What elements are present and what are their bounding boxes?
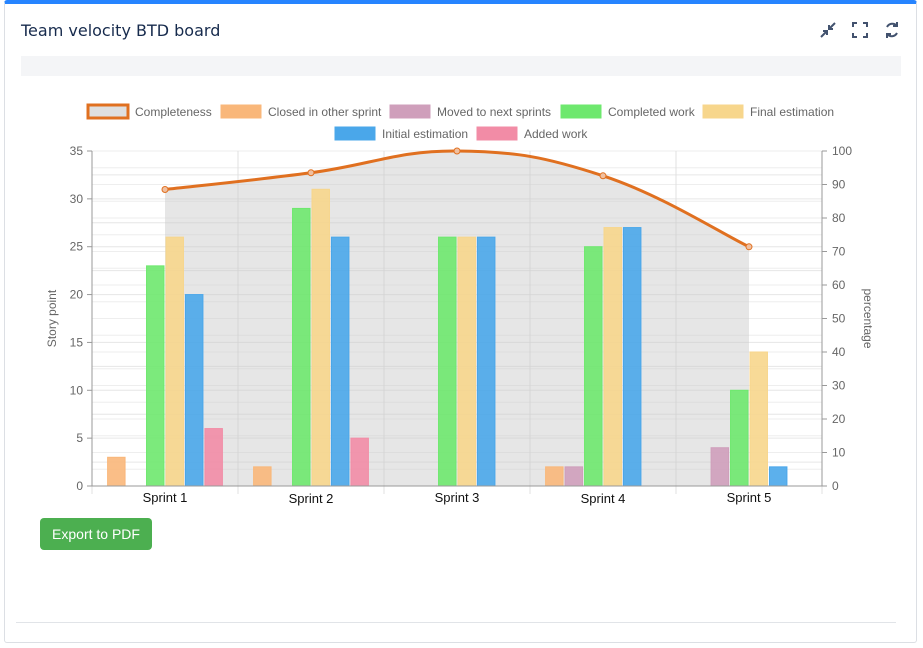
y-tick-label: 20	[70, 288, 84, 302]
y-axis-title: Story point	[45, 289, 59, 347]
y2-tick-label: 0	[832, 479, 839, 493]
completeness-point	[745, 243, 753, 251]
bar-completed-work	[292, 207, 311, 487]
y2-tick-label: 70	[832, 245, 846, 259]
y2-tick-label: 100	[832, 144, 852, 158]
bar-initial-estimation	[476, 236, 496, 487]
y-tick-label: 35	[70, 144, 84, 158]
legend-label: Completed work	[608, 105, 696, 119]
completeness-area	[165, 150, 749, 486]
bar-initial-estimation	[768, 466, 788, 487]
y2-tick-label: 50	[832, 312, 846, 326]
y-tick-label: 10	[70, 383, 84, 397]
y-tick-label: 30	[70, 192, 84, 206]
bar-moved-to-next-sprints	[564, 466, 584, 487]
bar-final-estimation	[165, 236, 184, 487]
y2-tick-label: 60	[832, 278, 846, 292]
completeness-point	[453, 147, 461, 155]
refresh-icon[interactable]	[882, 20, 902, 40]
legend-swatch	[560, 104, 602, 119]
bar-closed-in-other-sprint	[545, 466, 564, 487]
collapse-icon[interactable]	[818, 20, 838, 40]
bar-initial-estimation	[330, 236, 350, 487]
y2-tick-label: 80	[832, 211, 846, 225]
bar-closed-in-other-sprint	[253, 466, 272, 487]
x-tick-label: Sprint 1	[143, 490, 188, 505]
legend-swatch	[702, 104, 744, 119]
y2-tick-label: 20	[832, 412, 846, 426]
legend-label: Final estimation	[750, 105, 834, 119]
x-tick-label: Sprint 2	[289, 491, 334, 506]
export-pdf-button[interactable]: Export to PDF	[40, 518, 152, 550]
bar-added-work	[350, 437, 369, 487]
legend-swatch	[476, 126, 518, 141]
x-tick-label: Sprint 5	[727, 490, 772, 505]
legend-swatch	[334, 126, 376, 141]
widget-title: Team velocity BTD board	[21, 21, 221, 40]
bar-added-work	[204, 428, 223, 487]
y2-tick-label: 30	[832, 379, 846, 393]
bar-completed-work	[146, 265, 165, 487]
bar-final-estimation	[603, 227, 622, 487]
y2-axis-title: percentage	[861, 288, 875, 348]
bar-completed-work	[438, 236, 457, 487]
fullscreen-icon[interactable]	[850, 20, 870, 40]
x-tick-label: Sprint 4	[581, 491, 626, 506]
legend-swatch	[389, 104, 431, 119]
y2-tick-label: 90	[832, 178, 846, 192]
y-tick-label: 25	[70, 240, 84, 254]
y2-tick-label: 40	[832, 345, 846, 359]
footer-divider	[16, 622, 896, 623]
toolbar-band	[21, 56, 901, 76]
completeness-point	[599, 172, 607, 180]
bar-final-estimation	[749, 351, 768, 487]
y2-tick-label: 10	[832, 446, 846, 460]
y-tick-label: 15	[70, 335, 84, 349]
bar-moved-to-next-sprints	[710, 447, 730, 487]
completeness-point	[307, 169, 315, 177]
legend-label: Initial estimation	[382, 127, 468, 141]
legend-label: Added work	[524, 127, 588, 141]
legend-label: Completeness	[135, 105, 212, 119]
bar-completed-work	[584, 246, 603, 487]
bar-completed-work	[730, 389, 749, 487]
x-tick-label: Sprint 3	[435, 490, 480, 505]
y-tick-label: 5	[76, 431, 83, 445]
legend-label: Closed in other sprint	[268, 105, 382, 119]
completeness-point	[161, 186, 169, 194]
bar-final-estimation	[457, 236, 476, 487]
legend-swatch	[220, 104, 262, 119]
bar-closed-in-other-sprint	[107, 456, 126, 487]
y-tick-label: 0	[76, 479, 83, 493]
bar-initial-estimation	[622, 227, 642, 487]
legend-label: Moved to next sprints	[437, 105, 551, 119]
legend-swatch	[86, 103, 130, 120]
bar-initial-estimation	[184, 294, 204, 487]
bar-final-estimation	[311, 188, 330, 487]
